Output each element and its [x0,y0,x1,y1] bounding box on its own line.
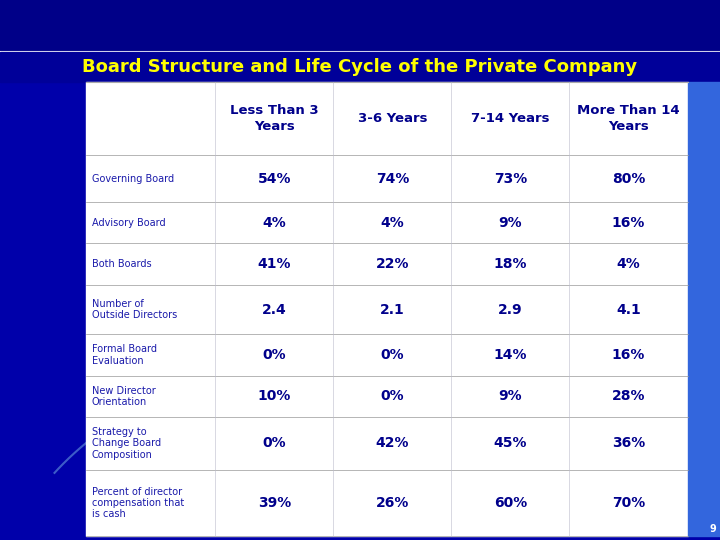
Text: 4%: 4% [381,216,405,229]
Text: 39%: 39% [258,496,291,510]
Text: 45%: 45% [494,436,527,450]
Text: 10%: 10% [258,389,291,403]
Text: 0%: 0% [381,389,404,403]
Text: 36%: 36% [612,436,645,450]
Text: Advisory Board: Advisory Board [92,218,166,228]
Text: 28%: 28% [612,389,645,403]
Text: More Than 14
Years: More Than 14 Years [577,104,680,133]
Text: Less Than 3
Years: Less Than 3 Years [230,104,319,133]
Text: Number of
Outside Directors: Number of Outside Directors [92,299,177,320]
Bar [688,82,720,536]
Text: Strategy to
Change Board
Composition: Strategy to Change Board Composition [92,427,161,460]
Text: 54%: 54% [258,172,291,186]
Text: 14%: 14% [494,348,527,362]
Text: New Director
Orientation: New Director Orientation [92,386,156,407]
Text: 42%: 42% [376,436,409,450]
Text: 7-14 Years: 7-14 Years [471,112,549,125]
Text: 3-6 Years: 3-6 Years [358,112,427,125]
Text: 9%: 9% [498,216,522,229]
Text: 26%: 26% [376,496,409,510]
Text: Percent of director
compensation that
is cash: Percent of director compensation that is… [92,487,184,519]
Text: 73%: 73% [494,172,527,186]
Text: Governing Board: Governing Board [92,173,174,184]
Bar [86,82,688,536]
Text: 80%: 80% [612,172,645,186]
Text: 41%: 41% [258,257,291,271]
Text: 2.1: 2.1 [380,302,405,316]
Text: Formal Board
Evaluation: Formal Board Evaluation [92,345,157,366]
Bar [0,52,720,82]
Text: 22%: 22% [376,257,409,271]
Text: 0%: 0% [263,436,287,450]
Text: 4.1: 4.1 [616,302,641,316]
Text: 0%: 0% [263,348,287,362]
Text: 16%: 16% [612,348,645,362]
Text: 2.9: 2.9 [498,302,523,316]
Text: 4%: 4% [616,257,640,271]
Text: 74%: 74% [376,172,409,186]
Text: 2.4: 2.4 [262,302,287,316]
Text: Both Boards: Both Boards [92,259,152,269]
Text: 70%: 70% [612,496,645,510]
Text: 16%: 16% [612,216,645,229]
Bar [0,0,720,80]
Text: 9%: 9% [498,389,522,403]
Text: 4%: 4% [263,216,287,229]
Text: 60%: 60% [494,496,527,510]
Text: Board Structure and Life Cycle of the Private Company: Board Structure and Life Cycle of the Pr… [82,58,638,76]
Text: 9: 9 [709,524,716,534]
Text: 18%: 18% [494,257,527,271]
Text: 0%: 0% [381,348,404,362]
